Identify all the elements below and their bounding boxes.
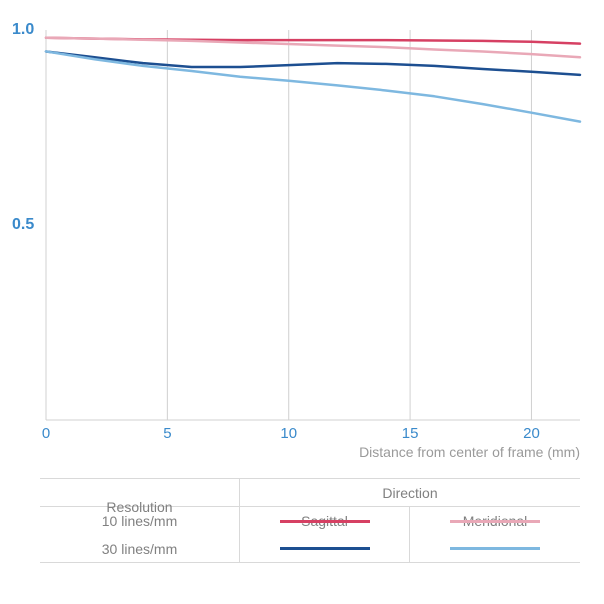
legend-row: 30 lines/mm (40, 535, 580, 563)
legend-swatch-sagittal (240, 507, 410, 535)
x-tick-label: 15 (402, 425, 419, 442)
x-tick-label: 0 (42, 425, 50, 442)
y-tick-label: 0.5 (12, 216, 34, 234)
legend-row-label: 30 lines/mm (40, 535, 240, 562)
x-tick-label: 20 (523, 425, 540, 442)
legend-row-label: 10 lines/mm (40, 507, 240, 535)
legend-direction-header: Direction (240, 479, 580, 507)
legend-table: Direction Resolution Sagittal Meridional… (40, 478, 580, 563)
plot-svg (46, 30, 580, 420)
legend-swatch-meridional (410, 507, 580, 535)
legend-row: 10 lines/mm (40, 507, 580, 535)
legend-swatch-sagittal (240, 535, 410, 562)
legend-swatch-meridional (410, 535, 580, 562)
x-tick-label: 5 (163, 425, 171, 442)
y-tick-label: 1.0 (12, 21, 34, 39)
chart-plot-area: 0.51.0 05101520 Distance from center of … (46, 30, 580, 420)
mtf-chart-container: 0.5 1.0 0 5 10 15 20 Distance from center of … (0, 0, 604, 604)
x-axis-label: Distance from center of frame (mm) (359, 444, 580, 460)
x-tick-label: 10 (280, 425, 297, 442)
